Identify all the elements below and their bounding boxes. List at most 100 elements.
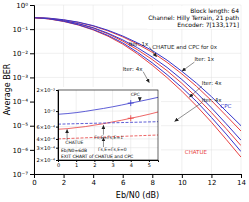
- tick-label: 4×10⁻⁴: [37, 136, 55, 142]
- tick-label: 10: [178, 179, 187, 187]
- tick-label: 10⁻⁵: [13, 122, 29, 130]
- tick-label: 10⁰: [16, 2, 28, 10]
- tick-label: 0: [32, 179, 36, 187]
- tick-mark: [182, 174, 183, 178]
- tick-label: 12: [207, 179, 216, 187]
- footnote: EXIT CHART of CHATUE and CPC: [61, 154, 133, 159]
- tick-label: 6: [121, 179, 126, 187]
- tick-label: 10⁻²: [13, 50, 29, 58]
- annotation: Iter: 1x: [129, 41, 149, 47]
- annotation-arrow: [67, 129, 68, 140]
- grid-line: [34, 5, 241, 6]
- tick-mark: [211, 174, 212, 178]
- tick-mark: [30, 5, 34, 6]
- tick: 12: [207, 174, 216, 187]
- tick-label: 0: [57, 162, 60, 168]
- annotation-arrow: [143, 72, 149, 83]
- data-point: [128, 115, 134, 121]
- tick-mark: [152, 174, 153, 178]
- tick-label: 10⁻³: [44, 108, 55, 114]
- data-line: [58, 122, 158, 124]
- tick-mark: [30, 29, 34, 30]
- series-group: [58, 97, 158, 139]
- tick-label: 2×10⁻⁴: [37, 157, 55, 163]
- tick: 5: [148, 160, 151, 168]
- title-background: [147, 6, 240, 29]
- data-point: [128, 100, 134, 106]
- tick: 10⁻⁷: [13, 171, 34, 179]
- tick: 4×10⁻⁴: [37, 136, 58, 142]
- tick-label: 2×10⁻³: [37, 87, 55, 93]
- annotation: CHATUE and CPC for 0x: [152, 44, 218, 50]
- tick: 0: [32, 174, 36, 187]
- tick: 1: [75, 160, 78, 168]
- axis-line: [59, 161, 159, 163]
- tick: 8: [151, 174, 155, 187]
- tick-label: 10⁻⁶: [13, 147, 29, 155]
- chart: 0246810121410⁻⁷10⁻⁶10⁻⁵10⁻⁴10⁻³10⁻²10⁻¹1…: [0, 0, 249, 202]
- tick: 2: [62, 174, 66, 187]
- grid-line: [181, 5, 182, 174]
- y-axis: 2×10⁻⁴ 3×10⁻⁴ 4×10⁻⁴ 6×10⁻⁴ 10⁻³ 2×10⁻³: [37, 87, 59, 163]
- tick-label: 10⁻⁴: [13, 98, 29, 106]
- tick-mark: [30, 53, 34, 54]
- panel: 0123452×10⁻⁴3×10⁻⁴4×10⁻⁴6×10⁻⁴10⁻³2×10⁻³: [35, 87, 161, 173]
- tick: 3: [111, 160, 114, 168]
- tick-mark: [30, 126, 34, 127]
- grid: [34, 5, 241, 174]
- annotation-arrow: [103, 125, 104, 135]
- tick: 10⁰: [16, 2, 34, 10]
- tick: 10⁻⁴: [13, 98, 34, 106]
- tick-label: 5: [148, 162, 151, 168]
- annotation: Iter: 1x: [194, 56, 214, 62]
- axis-line: [35, 175, 242, 179]
- tick-mark: [93, 174, 94, 178]
- tick-label: 3×10⁻⁴: [37, 145, 55, 151]
- tick-mark: [64, 174, 65, 178]
- data-line: [58, 135, 158, 139]
- grid: [58, 90, 158, 160]
- tick-label: 10⁻³: [13, 74, 29, 82]
- tick: 10⁻⁵: [13, 122, 34, 130]
- tick-label: 14: [237, 179, 246, 187]
- grid-line: [34, 77, 241, 78]
- tick: 4: [130, 160, 133, 168]
- tick: 10⁻²: [13, 50, 34, 58]
- annotation: Γs,E=Γs,E=0: [98, 147, 127, 152]
- annotation-arrow: [103, 137, 104, 147]
- tick-label: 4: [130, 162, 133, 168]
- annotation-arrow: [174, 103, 201, 122]
- tick-label: 6×10⁻⁴: [37, 124, 55, 130]
- annotation: CPC: [131, 92, 140, 97]
- annotation: Iter: 4x: [202, 80, 222, 86]
- annotations: Block length: 64Channel: Hilly Terrain, …: [61, 6, 240, 159]
- tick-mark: [241, 174, 242, 178]
- tick-label: 8: [151, 179, 155, 187]
- panel: 0246810121410⁻⁷10⁻⁶10⁻⁵10⁻⁴10⁻³10⁻²10⁻¹1…: [13, 2, 247, 187]
- footnote: Eb/N0=6dB: [61, 148, 87, 153]
- tick: 14: [237, 174, 246, 187]
- title-line: Encoder: 7[133,171]: [177, 21, 239, 28]
- grid-line: [58, 126, 158, 127]
- tick-label: 10⁻¹: [13, 26, 29, 34]
- panel-background: [35, 87, 161, 173]
- tick: 2×10⁻⁴: [37, 157, 58, 163]
- grid-line: [241, 5, 242, 174]
- tick-label: 10⁻⁷: [13, 171, 29, 179]
- x-axis: 0 2 4 6 8 10 12 14: [32, 174, 246, 187]
- tick: 4: [91, 174, 96, 187]
- y-axis: 10⁻⁷ 10⁻⁶ 10⁻⁵ 10⁻⁴ 10⁻³ 10⁻² 10⁻¹ 10⁰: [13, 2, 35, 179]
- annotation: CPC: [220, 103, 231, 109]
- title-group: Block length: 64Channel: Hilly Terrain, …: [147, 6, 240, 29]
- tick-mark: [30, 174, 34, 175]
- x-axis-title: Eb/N0 (dB): [116, 191, 159, 200]
- axis-line: [30, 6, 35, 175]
- tick-label: 2: [62, 179, 66, 187]
- tick-label: 4: [91, 179, 96, 187]
- grid-line: [211, 5, 212, 174]
- tick-mark: [30, 77, 34, 78]
- annotation: Iter: 4x: [202, 97, 222, 103]
- data-line: [58, 112, 158, 129]
- frame: [58, 90, 158, 160]
- annotation: CHATUE: [65, 140, 83, 145]
